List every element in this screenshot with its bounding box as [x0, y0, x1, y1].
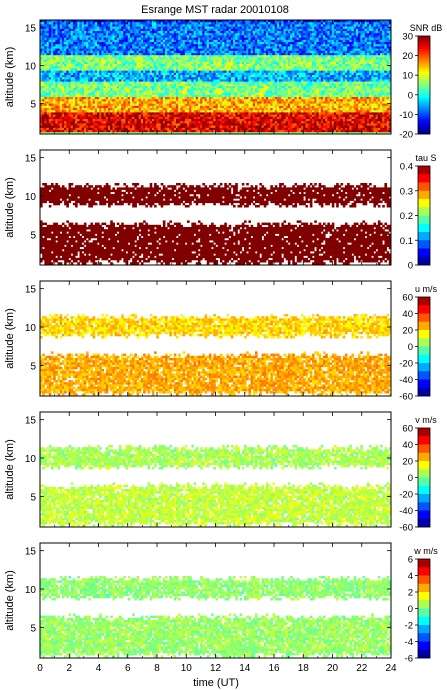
- colorbar-tick-label: 0.1: [400, 236, 413, 247]
- colorbar-tick-label: 0: [408, 261, 413, 272]
- colorbar-label: SNR dB: [410, 23, 443, 33]
- colorbar-tick-label: 0: [408, 342, 413, 353]
- colorbar-tick-label: -6: [405, 654, 413, 665]
- colorbar-tick-label: -2: [405, 621, 413, 632]
- y-tick-label: 5: [30, 361, 36, 372]
- heatmap-tau: [40, 150, 391, 265]
- colorbar-tick-label: -40: [399, 506, 413, 517]
- colorbar-tick-label: 10: [402, 71, 413, 82]
- heatmap-SNR: [40, 20, 391, 134]
- colorbar-tick-label: -10: [399, 110, 413, 121]
- x-tick-label: 0: [37, 663, 43, 674]
- colorbar-tick-label: 30: [402, 32, 413, 43]
- colorbar-tick-label: -20: [399, 490, 413, 501]
- y-tick-label: 10: [25, 62, 37, 73]
- figure-title: Esrange MST radar 20010108: [141, 4, 289, 16]
- colorbar-tau: [417, 165, 431, 266]
- x-axis-label: time (UT): [193, 677, 239, 689]
- y-tick-label: 5: [30, 230, 36, 241]
- colorbar-tick-label: 0.2: [400, 211, 413, 222]
- x-tick-label: 22: [356, 663, 368, 674]
- y-axis-label: altitude (km): [4, 47, 16, 108]
- colorbar-tick-label: 20: [402, 457, 413, 468]
- y-tick-label: 10: [25, 323, 37, 334]
- heatmap-u: [40, 281, 391, 396]
- y-tick-label: 5: [30, 100, 36, 111]
- y-tick-label: 5: [30, 492, 36, 503]
- y-tick-label: 15: [25, 416, 37, 427]
- colorbar-tick-label: -60: [399, 392, 413, 403]
- x-tick-label: 24: [385, 663, 397, 674]
- x-tick-label: 10: [181, 663, 193, 674]
- x-tick-label: 16: [268, 663, 280, 674]
- colorbar-tick-label: -4: [405, 637, 413, 648]
- y-tick-label: 15: [25, 24, 37, 35]
- y-tick-label: 5: [30, 623, 36, 634]
- colorbar-tick-label: 0: [408, 604, 413, 615]
- colorbar-tick-label: 0: [408, 473, 413, 484]
- x-tick-label: 8: [154, 663, 160, 674]
- y-tick-label: 10: [25, 454, 37, 465]
- colorbar-tick-label: -20: [399, 359, 413, 370]
- colorbar-v: [417, 427, 431, 528]
- colorbar-label: tau S: [415, 153, 436, 163]
- x-tick-label: 6: [125, 663, 131, 674]
- heatmap-w: [40, 543, 391, 658]
- colorbar-tick-label: 60: [402, 424, 413, 435]
- x-tick-label: 18: [298, 663, 310, 674]
- colorbar-label: u m/s: [415, 284, 438, 294]
- colorbar-tick-label: 4: [408, 571, 413, 582]
- colorbar-tick-label: 0: [408, 90, 413, 101]
- colorbar-tick-label: 40: [402, 440, 413, 451]
- y-tick-label: 15: [25, 547, 37, 558]
- heatmap-v: [40, 412, 391, 527]
- colorbar-tick-label: 0.4: [400, 162, 413, 173]
- colorbar-label: w m/s: [413, 546, 438, 556]
- colorbar-tick-label: -40: [399, 375, 413, 386]
- colorbar-tick-label: -60: [399, 523, 413, 534]
- y-tick-label: 15: [25, 154, 37, 165]
- y-axis-label: altitude (km): [4, 308, 16, 369]
- colorbar-w: [417, 558, 431, 659]
- y-axis-label: altitude (km): [4, 177, 16, 238]
- colorbar-SNR: [417, 35, 431, 135]
- y-axis-label: altitude (km): [4, 570, 16, 631]
- colorbar-tick-label: 20: [402, 51, 413, 62]
- x-tick-label: 14: [239, 663, 251, 674]
- colorbar-tick-label: 20: [402, 326, 413, 337]
- colorbar-tick-label: -20: [399, 130, 413, 141]
- colorbar-tick-label: 60: [402, 293, 413, 304]
- colorbar-tick-label: 0.3: [400, 186, 413, 197]
- y-tick-label: 10: [25, 585, 37, 596]
- y-tick-label: 15: [25, 285, 37, 296]
- colorbar-tick-label: 40: [402, 309, 413, 320]
- colorbar-u: [417, 296, 431, 397]
- colorbar-label: v m/s: [415, 415, 437, 425]
- y-tick-label: 10: [25, 192, 37, 203]
- colorbar-tick-label: 2: [408, 588, 413, 599]
- x-tick-label: 12: [210, 663, 222, 674]
- colorbar-tick-label: 6: [408, 555, 413, 566]
- x-tick-label: 2: [66, 663, 72, 674]
- y-axis-label: altitude (km): [4, 439, 16, 500]
- x-tick-label: 20: [327, 663, 339, 674]
- x-tick-label: 4: [96, 663, 102, 674]
